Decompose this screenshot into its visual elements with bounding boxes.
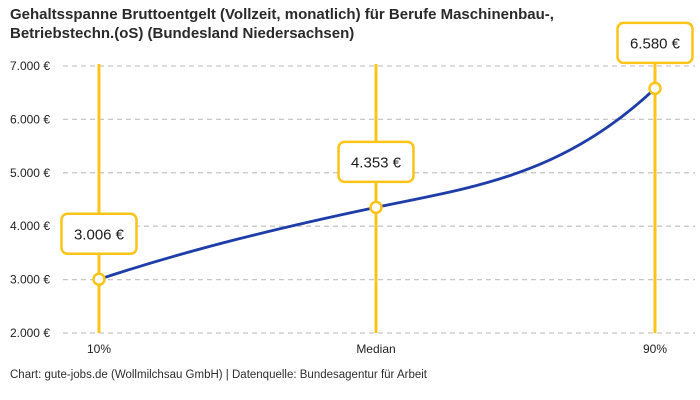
chart-credit: Chart: gute-jobs.de (Wollmilchsau GmbH) … — [10, 369, 427, 381]
y-axis-tick-label: 7.000 € — [10, 59, 50, 73]
value-label: 3.006 € — [74, 226, 125, 243]
value-label-box — [60, 212, 138, 256]
x-axis-tick-label: 10% — [87, 342, 111, 356]
y-axis-tick-label: 6.000 € — [10, 112, 50, 126]
y-axis-tick-label: 4.000 € — [10, 219, 50, 233]
y-axis-tick-label: 3.000 € — [10, 273, 50, 287]
chart-title-line1: Gehaltsspanne Bruttoentgelt (Vollzeit, m… — [10, 6, 554, 23]
y-axis-tick-label: 5.000 € — [10, 166, 50, 180]
value-label: 4.353 € — [351, 154, 402, 171]
chart-title: Gehaltsspanne Bruttoentgelt (Vollzeit, m… — [10, 5, 610, 43]
x-axis-tick-label: Median — [356, 342, 395, 356]
value-label: 6.580 € — [630, 35, 681, 52]
chart-title-line2: Betriebstechn.(oS) (Bundesland Niedersac… — [10, 25, 355, 42]
data-point-marker — [92, 272, 106, 287]
data-point-marker — [369, 200, 383, 215]
y-axis-tick-label: 2.000 € — [10, 326, 50, 340]
value-label-box — [337, 140, 415, 184]
x-axis-tick-label: 90% — [643, 342, 667, 356]
data-point-marker — [648, 81, 662, 96]
value-label-box — [616, 21, 694, 65]
